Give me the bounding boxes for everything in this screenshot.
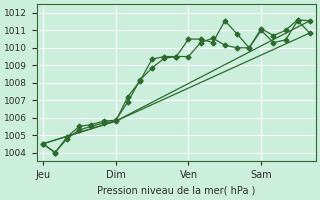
X-axis label: Pression niveau de la mer( hPa ): Pression niveau de la mer( hPa ) <box>97 186 256 196</box>
